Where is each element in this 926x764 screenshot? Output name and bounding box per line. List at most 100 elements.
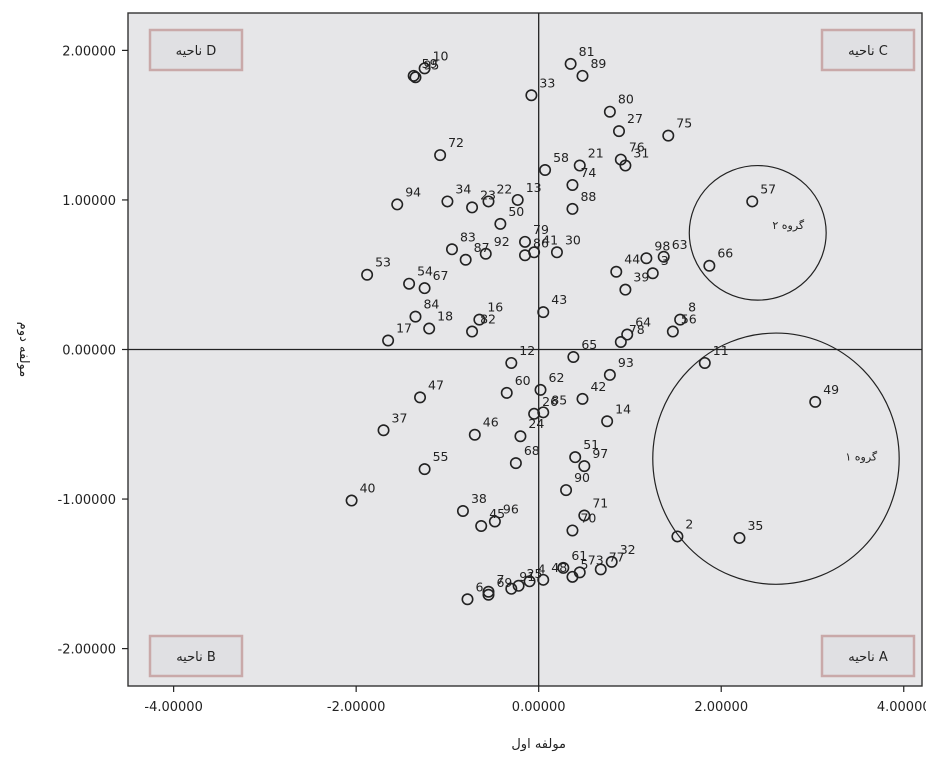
data-point-label: 76	[629, 140, 645, 155]
data-point-label: 7	[496, 572, 504, 587]
region-box	[820, 28, 916, 72]
data-point-label: 73	[588, 552, 604, 567]
data-point	[466, 201, 479, 214]
data-point	[445, 243, 458, 256]
data-point-label: 50	[508, 204, 524, 219]
x-tick-label: 0.00000	[512, 700, 566, 715]
data-point-label: 67	[433, 268, 449, 283]
region-labels: ناحیه D ناحیه C ناحیه B ناحیه A	[148, 28, 916, 678]
data-point	[523, 575, 536, 588]
data-point	[657, 250, 670, 263]
data-point	[534, 383, 547, 396]
y-tick-label: 0.00000	[62, 344, 116, 359]
data-point-label: 6	[476, 579, 484, 594]
data-point-label: 69	[496, 575, 512, 590]
data-point	[566, 202, 579, 215]
reference-lines	[128, 13, 922, 686]
data-point-label: 95	[423, 57, 439, 72]
data-point	[566, 524, 579, 537]
data-point	[594, 563, 607, 576]
data-point-label: 23	[480, 187, 496, 202]
data-point-label: 31	[633, 146, 649, 161]
data-point	[361, 268, 374, 281]
data-point-label: 22	[496, 181, 512, 196]
data-point	[505, 582, 518, 595]
data-point	[610, 265, 623, 278]
data-point	[698, 356, 711, 369]
data-point-label: 54	[417, 264, 433, 279]
data-point	[459, 253, 472, 266]
data-point-label: 38	[471, 491, 487, 506]
region-label: ناحیه A	[848, 650, 888, 665]
data-point	[666, 325, 679, 338]
data-point-label: 10	[433, 48, 449, 63]
x-tick-label: -4.00000	[144, 700, 202, 715]
data-point	[621, 328, 634, 341]
data-point	[603, 105, 616, 118]
data-point-label: 88	[580, 189, 596, 204]
data-point	[409, 310, 422, 323]
data-point	[505, 356, 518, 369]
data-point	[434, 149, 447, 162]
region-label: ناحیه D	[176, 44, 217, 59]
data-point	[537, 573, 550, 586]
x-axis-title: مولفه اول	[511, 737, 566, 752]
data-point	[576, 392, 589, 405]
data-point	[646, 267, 659, 280]
x-tick-label: 4.00000	[877, 700, 926, 715]
data-point	[733, 531, 746, 544]
data-point	[509, 457, 522, 470]
data-point	[418, 282, 431, 295]
group-ellipse	[688, 164, 827, 301]
data-point	[569, 451, 582, 464]
data-point	[662, 129, 675, 142]
data-point	[640, 252, 653, 265]
data-point	[573, 159, 586, 172]
region-bottom-left: ناحیه B	[148, 634, 244, 678]
data-point	[601, 415, 614, 428]
data-point-label: 93	[618, 355, 634, 370]
data-point	[494, 217, 507, 230]
data-point	[512, 579, 525, 592]
data-point	[557, 561, 570, 574]
data-point	[475, 519, 488, 532]
data-point	[466, 325, 479, 338]
data-point	[468, 428, 481, 441]
data-point	[511, 193, 524, 206]
data-point	[567, 350, 580, 363]
data-point	[619, 159, 632, 172]
y-tick-label: -2.00000	[58, 643, 116, 658]
data-point-label: 70	[580, 510, 596, 525]
y-tick-label: 1.00000	[62, 194, 116, 209]
data-point	[518, 235, 531, 248]
data-point-label: 57	[760, 181, 776, 196]
data-point	[537, 406, 550, 419]
data-point-label: 49	[823, 382, 839, 397]
data-point-label: 90	[574, 470, 590, 485]
region-box	[148, 28, 244, 72]
data-point	[525, 89, 538, 102]
data-point-label: 59	[422, 56, 438, 71]
data-point-label: 40	[360, 481, 376, 496]
region-box	[820, 634, 916, 678]
data-point-label: 71	[592, 496, 608, 511]
data-point-label: 56	[681, 312, 697, 327]
data-point-label: 68	[524, 443, 540, 458]
data-point	[537, 306, 550, 319]
data-point-label: 80	[618, 92, 634, 107]
data-point	[409, 71, 422, 84]
data-point-label: 2	[685, 516, 693, 531]
region-top-left: ناحیه D	[148, 28, 244, 72]
data-point-label: 26	[542, 394, 558, 409]
data-point-label: 51	[583, 437, 599, 452]
data-point-label: 64	[635, 315, 651, 330]
data-point-label: 83	[460, 229, 476, 244]
data-point	[403, 277, 416, 290]
data-point	[560, 484, 573, 497]
data-point-label: 32	[620, 542, 636, 557]
data-point	[514, 430, 527, 443]
x-tick-label: 2.00000	[694, 700, 748, 715]
data-point	[603, 368, 616, 381]
data-point-label: 30	[565, 232, 581, 247]
